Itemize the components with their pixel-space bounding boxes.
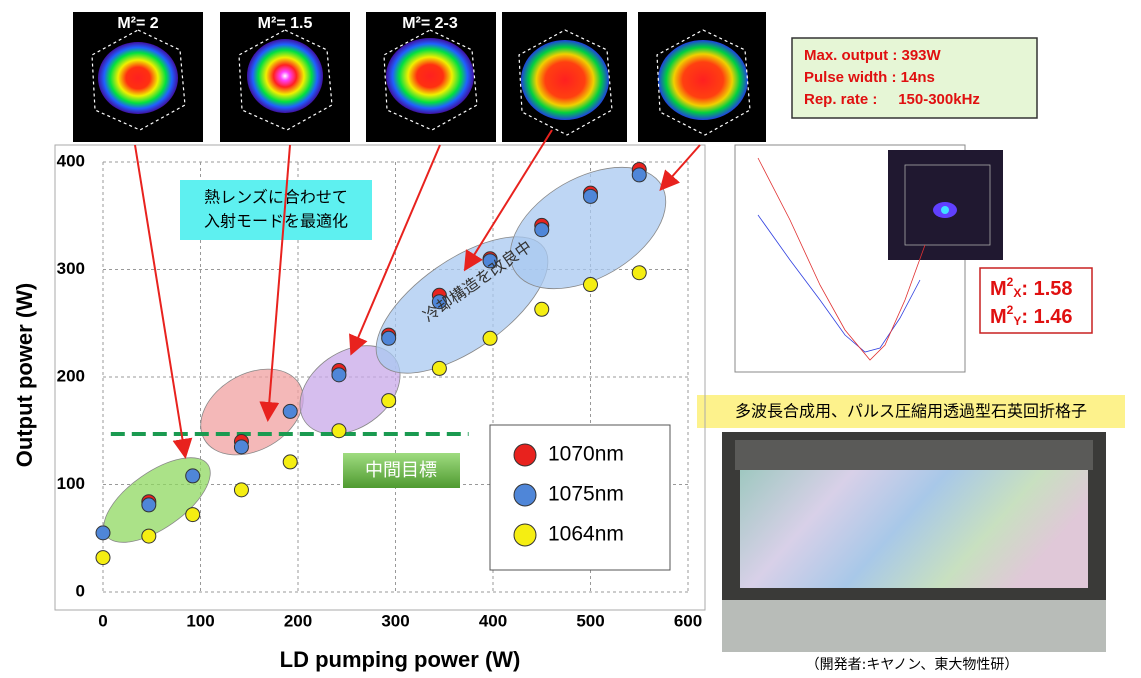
point xyxy=(534,222,550,238)
beam-label: M²= 1.5 xyxy=(258,15,313,32)
grating-credit: （開発者:キヤノン、東大物性研） xyxy=(806,657,1019,673)
point xyxy=(631,265,647,281)
y-axis-title: Output power (W) xyxy=(12,283,37,468)
y-tick-label: 100 xyxy=(57,474,85,493)
beam-label: M²= 2 xyxy=(117,15,158,32)
point xyxy=(381,330,397,346)
x-tick-label: 300 xyxy=(381,611,409,630)
point xyxy=(331,367,347,383)
chart-frame xyxy=(54,144,706,611)
grating-caption: 多波長合成用、パルス圧縮用透過型石英回折格子 xyxy=(735,402,1087,421)
x-tick-label: 0 xyxy=(98,611,107,630)
point xyxy=(482,330,498,346)
legend-marker xyxy=(513,483,537,507)
annotation: 熱レンズに合わせて xyxy=(204,188,348,207)
point xyxy=(282,454,298,470)
arrows xyxy=(134,129,701,459)
point xyxy=(185,507,201,523)
x-axis-title: LD pumping power (W) xyxy=(280,647,521,672)
point xyxy=(282,403,298,419)
legend-marker xyxy=(513,523,537,547)
point xyxy=(534,301,550,317)
point xyxy=(233,439,249,455)
m2-inset xyxy=(734,144,1003,373)
annotation: 入射モードを最適化 xyxy=(204,212,348,231)
caption-box xyxy=(697,395,1125,428)
m2-box xyxy=(979,267,1093,334)
spec: Rep. rate : 150-300kHz xyxy=(804,91,980,108)
x-tick-label: 200 xyxy=(284,611,312,630)
grating-photo xyxy=(722,432,1106,652)
point xyxy=(583,277,598,293)
spec: Pulse width : 14ns xyxy=(804,69,935,86)
y-tick-label: 300 xyxy=(57,259,85,278)
x-tick-label: 400 xyxy=(479,611,507,630)
beam-images xyxy=(73,12,766,142)
y-tick-label: 0 xyxy=(76,581,85,600)
point xyxy=(141,528,157,544)
point xyxy=(233,482,249,498)
point xyxy=(185,468,201,484)
target-label: 中間目標 xyxy=(365,460,437,481)
cluster-ellipse xyxy=(103,457,211,543)
cluster-ellipse xyxy=(200,368,304,456)
specs-box xyxy=(791,37,1038,119)
beam-label: M²= 2-3 xyxy=(402,15,458,32)
y-tick-label: 400 xyxy=(57,151,85,170)
x-tick-label: 500 xyxy=(576,611,604,630)
y-tick-label: 200 xyxy=(57,366,85,385)
legend-label: 1075nm xyxy=(548,483,624,506)
point xyxy=(482,253,498,269)
legend-label: 1070nm xyxy=(548,443,624,466)
m2-x: M2X: 1.58 xyxy=(990,275,1073,300)
point xyxy=(431,360,447,376)
plot: 0 100 200 300 400 0 100 200 300 400 500 600 中間目標 xyxy=(57,151,703,630)
legend-label: 1064nm xyxy=(548,523,624,546)
point xyxy=(431,294,447,310)
point xyxy=(95,525,111,541)
point xyxy=(141,497,157,513)
point xyxy=(631,167,647,183)
m2-y: M2Y: 1.46 xyxy=(990,303,1073,328)
point xyxy=(95,550,111,566)
point xyxy=(583,188,598,204)
thermal-lens-box xyxy=(180,180,372,240)
point xyxy=(331,423,347,439)
point xyxy=(381,393,397,409)
x-tick-label: 600 xyxy=(674,611,702,630)
legend-marker xyxy=(513,443,537,467)
spec: Max. output : 393W xyxy=(804,47,942,64)
target-box xyxy=(343,453,460,488)
x-tick-label: 100 xyxy=(186,611,214,630)
